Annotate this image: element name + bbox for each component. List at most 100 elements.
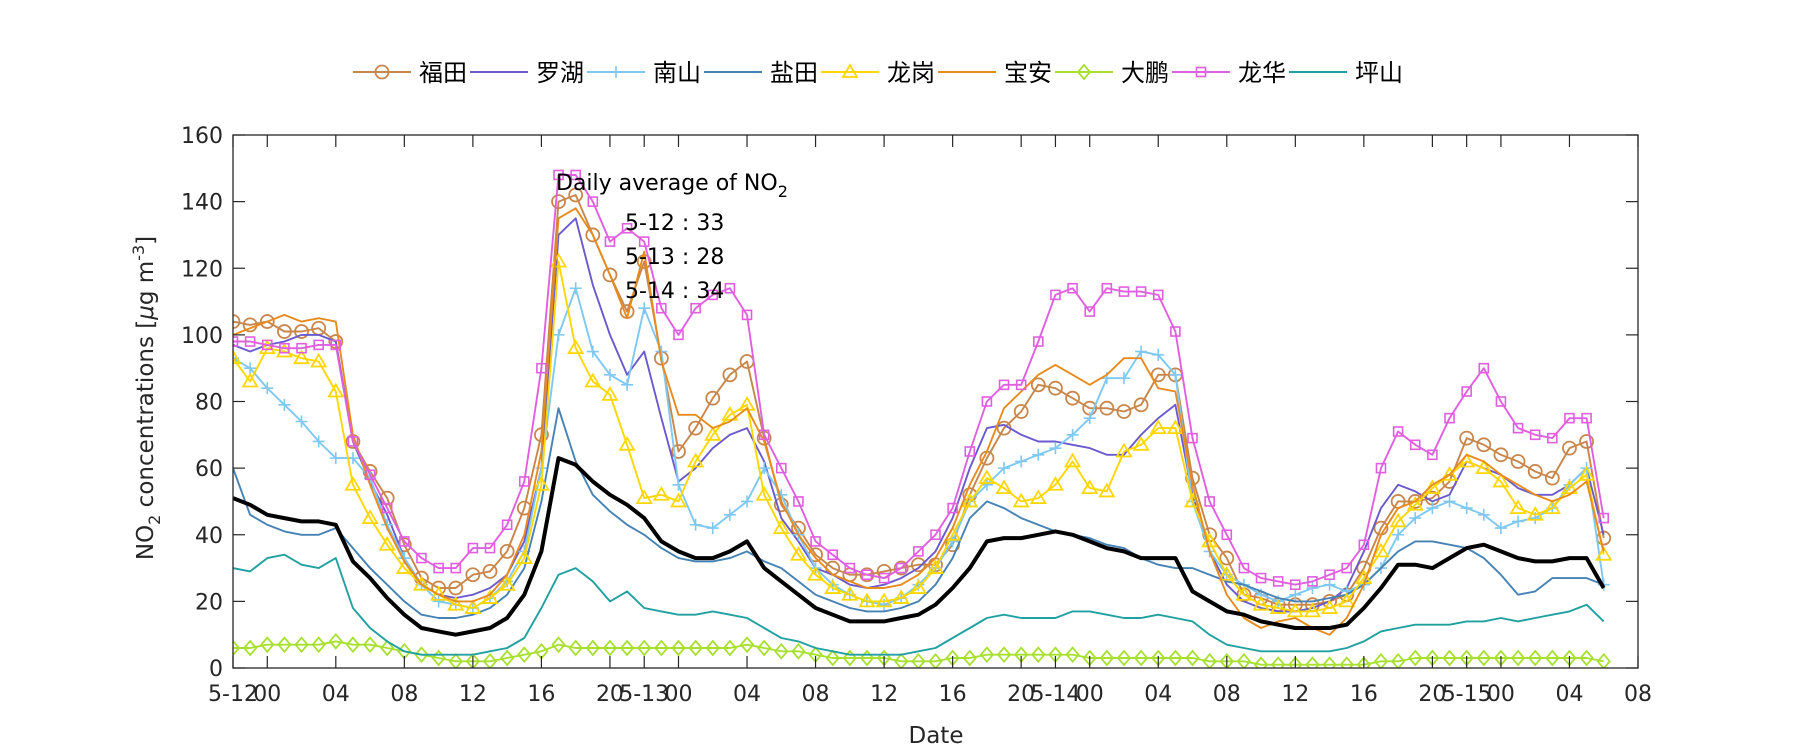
data-point	[722, 639, 738, 657]
data-point	[499, 544, 515, 559]
data-point	[928, 652, 943, 668]
x-tick-label: 20	[1007, 682, 1035, 707]
data-point	[1527, 464, 1543, 479]
legend-item-龙华: 龙华	[1172, 59, 1286, 87]
data-point	[259, 314, 275, 329]
data-point	[724, 282, 736, 294]
data-point	[687, 452, 705, 468]
data-point	[1544, 470, 1560, 486]
data-point	[568, 639, 583, 657]
data-point	[638, 302, 651, 315]
data-point	[1579, 434, 1594, 449]
data-point	[1033, 336, 1044, 347]
data-point	[1407, 494, 1423, 509]
data-point	[858, 592, 876, 608]
data-point	[705, 390, 721, 406]
data-point	[1547, 432, 1558, 444]
x-tick-label: 00	[1076, 682, 1104, 707]
data-point	[705, 639, 720, 657]
x-tick-label: 16	[939, 682, 967, 707]
x-tick-label: 12	[1281, 682, 1309, 707]
data-point	[292, 349, 311, 365]
series-line-宝安	[233, 207, 1605, 636]
data-point	[330, 339, 342, 351]
data-point	[1187, 432, 1198, 444]
data-point	[1581, 412, 1592, 424]
data-point	[825, 649, 840, 667]
data-point	[1030, 377, 1046, 393]
data-point	[913, 546, 924, 557]
data-point	[313, 339, 324, 351]
data-point	[707, 289, 719, 301]
data-point	[585, 227, 601, 243]
data-point	[806, 565, 825, 581]
data-point	[1392, 528, 1405, 541]
y-tick-label: 60	[195, 457, 223, 482]
data-point	[416, 552, 427, 564]
data-point	[947, 502, 958, 514]
data-point	[603, 368, 616, 381]
x-tick-label: 12	[459, 682, 487, 707]
legend-item-大鹏: 大鹏	[1055, 59, 1169, 87]
data-point	[1048, 380, 1063, 396]
series-坪山	[233, 553, 1605, 656]
legend-label: 宝安	[1004, 59, 1052, 87]
annotation-line-2: 5-13 : 28	[625, 245, 724, 270]
x-axis-label: Date	[909, 723, 964, 749]
data-point	[1049, 442, 1062, 455]
series-龙华	[233, 169, 1610, 591]
data-point	[1255, 572, 1267, 584]
series-罗湖	[233, 217, 1605, 613]
data-point	[721, 406, 739, 421]
data-point	[1461, 386, 1472, 397]
data-point	[1545, 649, 1560, 667]
y-tick-label: 20	[195, 590, 223, 615]
x-tick-label: 04	[322, 682, 350, 707]
y-label-close: ]	[133, 236, 159, 245]
data-point	[1221, 529, 1233, 541]
data-point	[1305, 656, 1320, 668]
annotation-title-subscript: 2	[778, 182, 788, 201]
data-point	[1338, 592, 1356, 608]
data-point	[619, 639, 635, 657]
legend-label: 盐田	[770, 59, 818, 87]
data-point	[1512, 515, 1525, 528]
data-point	[380, 639, 395, 657]
data-point	[233, 336, 239, 347]
x-tick-label: 16	[1350, 682, 1378, 707]
data-point	[1098, 482, 1116, 498]
data-point	[1149, 419, 1167, 435]
data-point	[1066, 428, 1079, 441]
series-盐田	[233, 407, 1605, 619]
data-point	[261, 339, 273, 351]
data-point	[310, 352, 328, 368]
data-point	[1083, 412, 1096, 425]
data-point	[1528, 649, 1543, 667]
data-point	[1286, 602, 1304, 618]
data-point	[518, 476, 530, 487]
data-point	[295, 415, 308, 428]
data-point	[671, 444, 686, 459]
legend-item-盐田: 盐田	[704, 59, 818, 87]
data-point	[688, 420, 704, 436]
data-point	[433, 562, 444, 574]
data-point	[1290, 579, 1301, 591]
data-point	[893, 560, 909, 576]
data-point	[1166, 419, 1184, 435]
data-point	[1356, 656, 1372, 668]
data-point	[892, 589, 910, 604]
data-point	[244, 336, 256, 347]
data-point	[1219, 652, 1234, 668]
data-point	[1101, 282, 1113, 294]
data-point	[1115, 442, 1133, 458]
annotation-title: Daily average of NO2	[556, 171, 788, 201]
series-line-福田	[233, 194, 1605, 606]
data-point	[1168, 649, 1183, 667]
data-point	[431, 649, 446, 667]
data-point	[482, 563, 498, 579]
data-point	[312, 435, 325, 448]
data-point	[1236, 652, 1252, 668]
data-point	[586, 345, 599, 358]
data-point	[1494, 522, 1507, 535]
